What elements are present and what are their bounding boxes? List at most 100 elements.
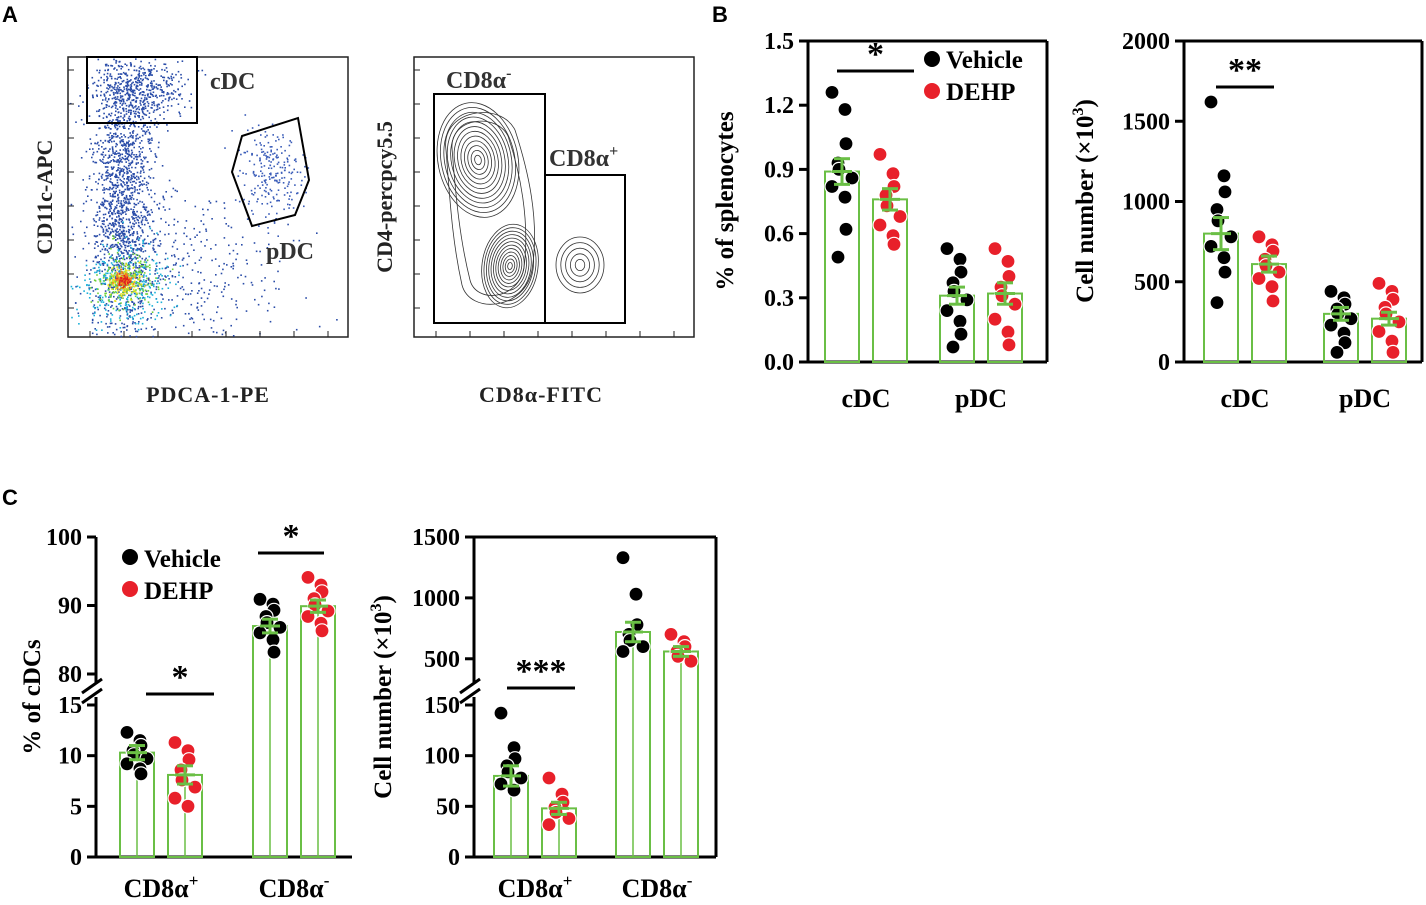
flow-event [120,170,123,173]
flow-event [136,273,139,275]
flow-event [129,280,132,282]
flow-event [119,279,121,282]
flow-event [282,134,284,136]
flow-event [292,207,295,209]
flow-event [263,165,266,167]
flow-event [138,254,141,257]
flow-event [156,108,159,110]
flow-event [119,327,122,329]
flow-event [121,206,124,209]
x-tick-label-text: CD8α [622,874,688,903]
flow-event [114,114,116,116]
flow-event [130,65,132,67]
flow-event [131,259,133,262]
flow-event [115,285,117,287]
flow-event [129,256,132,259]
flow-event [127,276,130,279]
flow-event [143,108,145,111]
flow-event [260,148,263,151]
flow-event [151,94,154,96]
flow-event [116,128,118,131]
flow-event [140,78,142,80]
legend-b: Vehicle DEHP [924,47,1023,106]
flow-event [148,69,150,71]
flow-event [118,161,120,163]
flow-event [168,208,171,210]
flow-event [133,272,135,275]
flow-event [267,227,269,229]
flow-event [269,178,271,180]
flow-event [138,70,140,72]
flow-event [124,264,127,267]
flow-event [131,177,133,180]
flow-event [133,146,135,149]
flow-event [235,300,238,302]
flow-event [101,102,103,105]
flow-event [210,281,212,283]
flow-event [132,234,134,237]
flow-event [264,136,267,138]
flow-event [99,299,102,302]
flow-event [157,244,159,247]
flow-event [102,277,105,279]
flow-event [155,288,158,291]
flow-event [110,106,113,109]
flow-event [179,265,182,267]
flow-event [138,237,141,239]
flow-event [230,226,233,229]
flow-event [116,246,119,249]
flow-event [159,84,161,86]
flow-event [143,280,145,283]
flow-event [130,85,133,88]
flow-event [127,117,130,120]
flow-event [118,86,121,89]
flow-event [134,156,137,158]
flow-event [153,233,156,235]
flow-event [90,269,92,271]
flow-event [98,109,101,111]
flow-event [157,280,159,282]
flow-event [124,102,127,105]
flow-event [132,249,135,251]
flow-event [300,184,303,186]
contour-ylabel: CD4-percpcy5.5 [372,121,397,273]
flow-event [162,100,164,102]
flow-event [143,130,146,133]
flow-event [127,88,130,91]
flow-event [121,140,123,142]
flow-event [120,218,123,221]
flow-event [140,214,143,217]
flow-event [115,284,117,286]
flow-event [102,202,104,205]
flow-event [98,269,101,271]
flow-event [120,179,123,182]
flow-event [140,158,142,161]
flow-event [121,104,123,106]
flow-event [96,188,98,191]
flow-event [99,272,101,275]
flow-event [134,166,137,169]
flow-event [126,89,128,92]
flow-event [112,246,114,248]
flow-event [126,240,128,243]
flow-event [125,88,128,90]
flow-event [148,73,151,75]
y-tick-label: 100 [46,525,82,551]
flow-event [318,325,321,328]
flow-event [121,90,124,93]
flow-event [99,159,101,161]
flow-event [101,248,104,251]
flow-event [138,146,141,148]
flow-event [92,312,94,315]
flow-event [191,269,194,271]
flow-event [138,81,141,84]
flow-event [110,89,112,92]
flow-event [107,98,110,101]
flow-event [136,247,139,250]
flow-event [236,306,238,309]
flow-event [98,233,101,236]
contour-ring [490,237,530,295]
flow-event [150,80,153,83]
flow-event [276,180,278,183]
flow-event [120,286,123,289]
